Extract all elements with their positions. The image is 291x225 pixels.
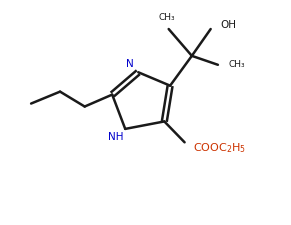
- Text: CH₃: CH₃: [158, 13, 175, 22]
- Text: COOC$_2$H$_5$: COOC$_2$H$_5$: [193, 141, 246, 155]
- Text: NH: NH: [108, 132, 124, 142]
- Text: N: N: [126, 59, 134, 69]
- Text: OH: OH: [220, 20, 236, 30]
- Text: CH₃: CH₃: [229, 60, 246, 69]
